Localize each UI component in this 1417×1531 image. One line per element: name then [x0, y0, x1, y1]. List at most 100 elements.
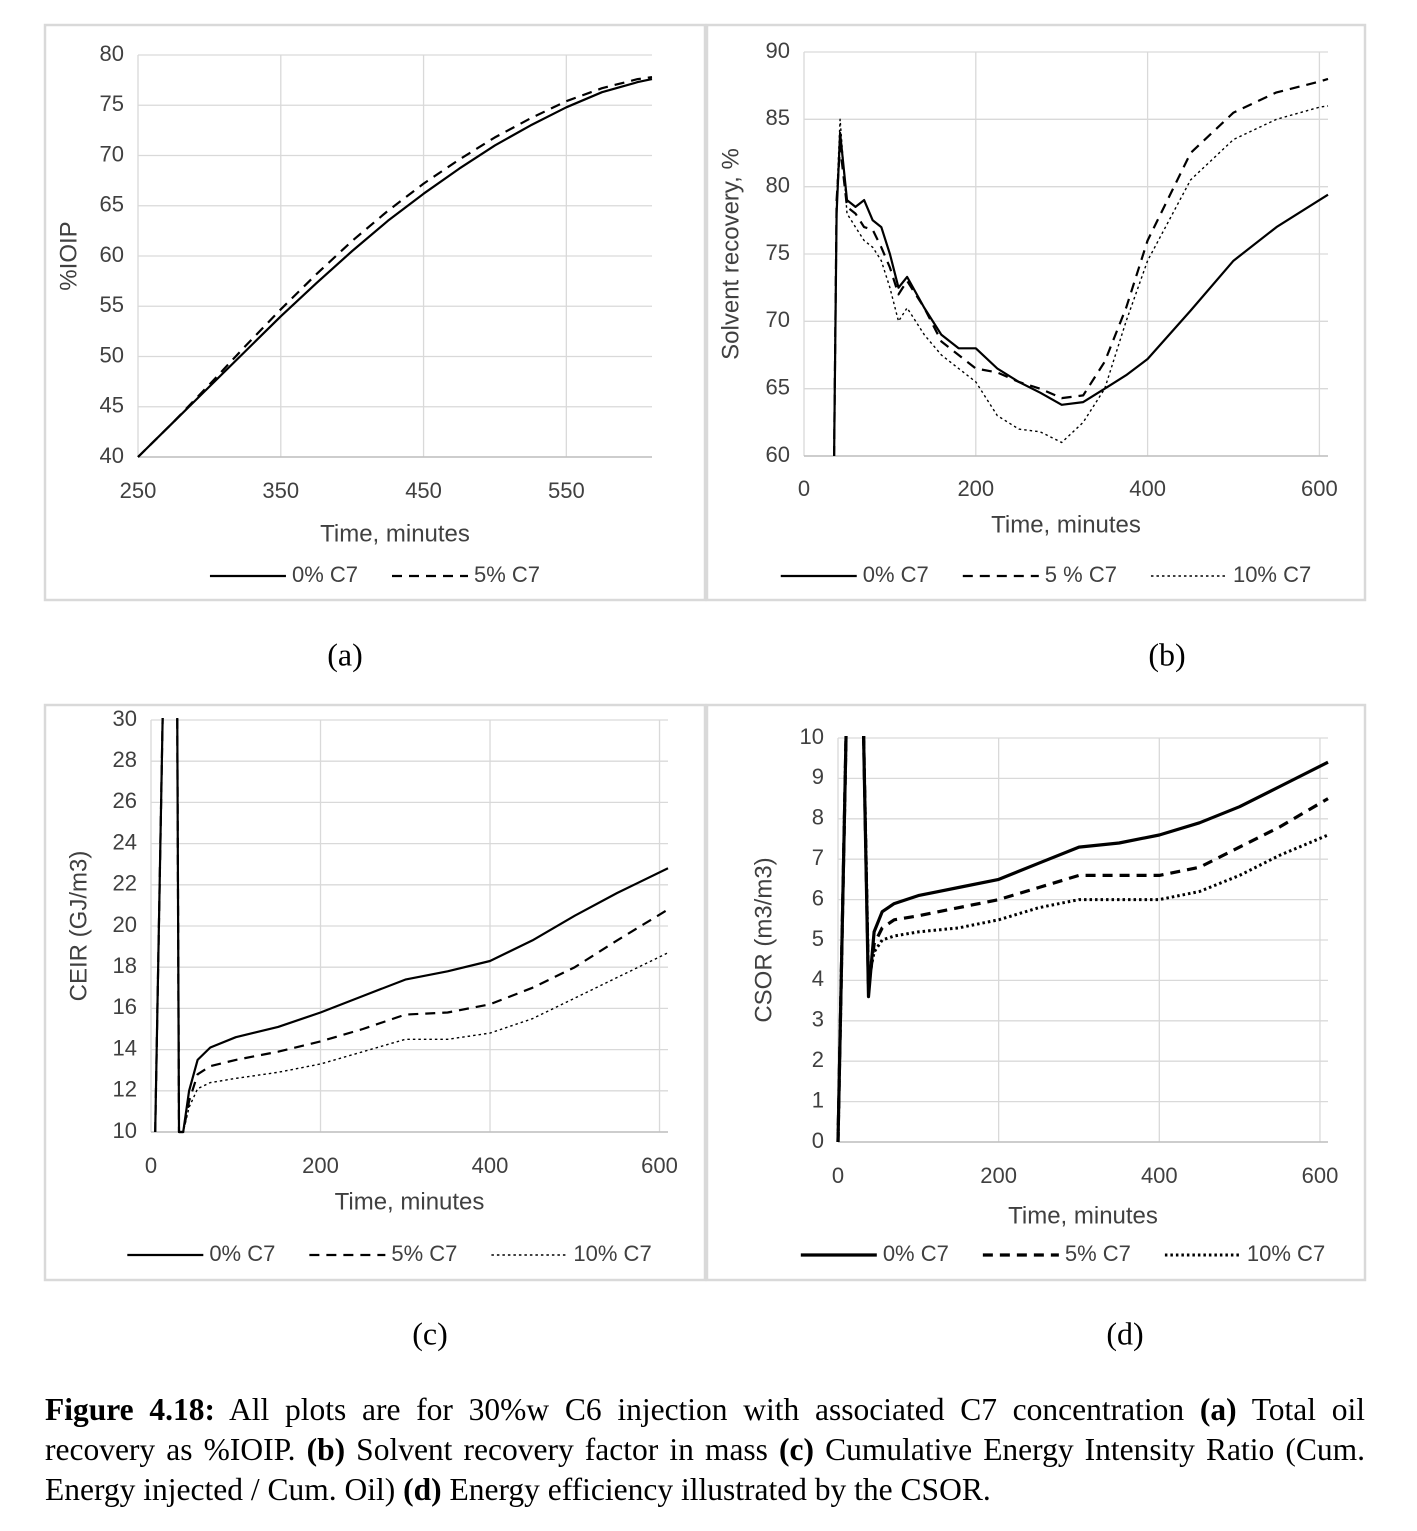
- y-tick-label: 60: [766, 442, 790, 467]
- y-tick-label: 5: [812, 926, 824, 951]
- y-tick-label: 16: [113, 994, 137, 1019]
- panel-label: (a): [327, 636, 363, 672]
- data-line: [154, 718, 669, 1134]
- x-tick-label: 200: [302, 1153, 339, 1178]
- legend-label: 5% C7: [474, 562, 540, 587]
- x-axis-title: Time, minutes: [335, 1188, 485, 1215]
- legend-label: 10% C7: [1233, 562, 1311, 587]
- legend-label: 0% C7: [863, 562, 929, 587]
- legend-label: 0% C7: [209, 1241, 275, 1266]
- y-tick-label: 0: [812, 1128, 824, 1153]
- caption-bold: (b): [306, 1432, 346, 1467]
- y-tick-label: 20: [113, 912, 137, 937]
- y-tick-label: 14: [113, 1035, 137, 1060]
- x-axis-title: Time, minutes: [1008, 1202, 1158, 1229]
- y-tick-label: 1: [812, 1087, 824, 1112]
- caption-bold: (d): [403, 1472, 442, 1507]
- x-tick-label: 400: [1129, 476, 1166, 501]
- y-tick-label: 3: [812, 1007, 824, 1032]
- x-tick-label: 600: [1301, 476, 1338, 501]
- y-tick-label: 60: [100, 242, 124, 267]
- legend-label: 10% C7: [573, 1241, 651, 1266]
- y-tick-label: 24: [113, 829, 137, 854]
- caption-text: Energy efficiency illustrated by the CSO…: [441, 1472, 991, 1507]
- caption: Figure 4.18: All plots are for 30%w C6 i…: [45, 1390, 1365, 1510]
- panel-frame: [705, 703, 1367, 1282]
- y-tick-label: 6: [812, 885, 824, 910]
- plot-area: [137, 76, 653, 458]
- panel-label: (b): [1148, 636, 1185, 672]
- x-tick-label: 0: [798, 476, 810, 501]
- data-line: [833, 77, 1329, 457]
- y-axis-title: %IOIP: [55, 221, 82, 290]
- x-tick-label: 200: [957, 476, 994, 501]
- y-tick-label: 70: [100, 141, 124, 166]
- x-tick-label: 0: [145, 1153, 157, 1178]
- legend-label: 0% C7: [883, 1241, 949, 1266]
- y-tick-label: 45: [100, 393, 124, 418]
- y-tick-label: 7: [812, 845, 824, 870]
- y-tick-label: 40: [100, 443, 124, 468]
- x-axis-title: Time, minutes: [320, 520, 470, 547]
- y-tick-label: 75: [100, 91, 124, 116]
- y-tick-label: 50: [100, 342, 124, 367]
- caption-text: Cumulative Energy Intensity Ratio (Cum. …: [45, 1432, 1373, 1507]
- plot-area: [154, 718, 669, 1134]
- data-line: [836, 736, 1329, 1143]
- y-tick-label: 80: [100, 41, 124, 66]
- y-axis-title: Solvent recovery, %: [717, 148, 744, 360]
- x-tick-label: 0: [832, 1163, 844, 1188]
- y-axis-title: CEIR (GJ/m3): [65, 851, 92, 1002]
- x-tick-label: 600: [1302, 1163, 1339, 1188]
- y-tick-label: 22: [113, 871, 137, 896]
- y-tick-label: 12: [113, 1077, 137, 1102]
- data-line: [137, 78, 653, 458]
- x-tick-label: 200: [980, 1163, 1017, 1188]
- panel-frame: [705, 23, 1367, 602]
- y-tick-label: 2: [812, 1047, 824, 1072]
- x-tick-label: 400: [472, 1153, 509, 1178]
- caption-bold: (c): [779, 1432, 815, 1467]
- data-line: [833, 131, 1329, 457]
- legend-label: 5 % C7: [1045, 562, 1117, 587]
- y-tick-label: 26: [113, 788, 137, 813]
- y-tick-label: 30: [113, 706, 137, 731]
- y-tick-label: 10: [113, 1118, 137, 1143]
- x-tick-label: 250: [120, 478, 157, 503]
- plot-area: [836, 736, 1329, 1143]
- x-tick-label: 400: [1141, 1163, 1178, 1188]
- x-tick-label: 350: [262, 478, 299, 503]
- panel-label: (c): [412, 1315, 448, 1351]
- y-axis-title: CSOR (m3/m3): [750, 857, 777, 1022]
- y-tick-label: 90: [766, 38, 790, 63]
- x-tick-label: 450: [405, 478, 442, 503]
- panel-frame: [43, 703, 707, 1282]
- y-tick-label: 75: [766, 240, 790, 265]
- y-tick-label: 65: [766, 374, 790, 399]
- y-tick-label: 65: [100, 192, 124, 217]
- y-tick-label: 10: [800, 724, 824, 749]
- legend-label: 5% C7: [1065, 1241, 1131, 1266]
- caption-bold: Figure 4.18:: [45, 1392, 216, 1427]
- caption-text: Solvent recovery factor in mass: [345, 1432, 780, 1467]
- legend-label: 5% C7: [391, 1241, 457, 1266]
- caption-text: Total oil recovery as %IOIP.: [45, 1392, 1373, 1467]
- x-axis-title: Time, minutes: [991, 511, 1141, 538]
- data-line: [836, 736, 1329, 1143]
- legend-label: 10% C7: [1247, 1241, 1325, 1266]
- y-tick-label: 85: [766, 105, 790, 130]
- caption-bold: (a): [1199, 1392, 1237, 1427]
- data-line: [154, 718, 669, 1134]
- data-line: [833, 105, 1329, 444]
- x-tick-label: 550: [548, 478, 585, 503]
- data-line: [154, 718, 669, 1133]
- y-tick-label: 80: [766, 172, 790, 197]
- y-tick-label: 4: [812, 966, 824, 991]
- y-tick-label: 9: [812, 764, 824, 789]
- panel-frame: [43, 23, 707, 602]
- y-tick-label: 55: [100, 292, 124, 317]
- caption-text: All plots are for 30%w C6 injection with…: [215, 1392, 1200, 1427]
- y-tick-label: 28: [113, 747, 137, 772]
